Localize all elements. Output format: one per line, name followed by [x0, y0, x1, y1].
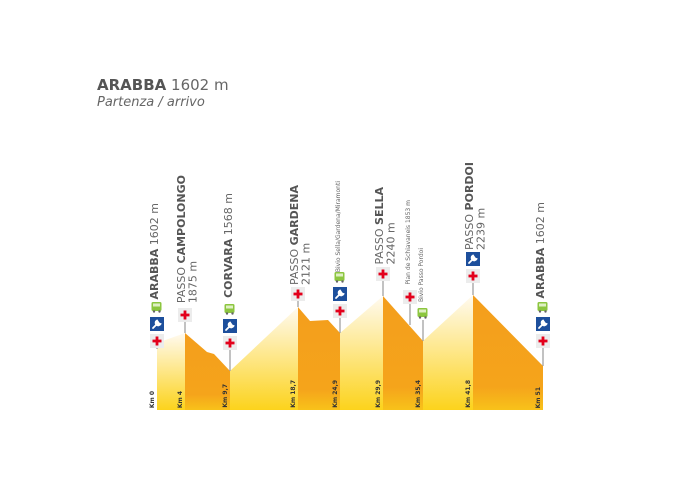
first-aid-icon: [150, 334, 164, 348]
descent-corvara: [185, 333, 230, 410]
place-label-pian-de-schiavaneis: Pian de Schiavaneis 1853 m: [405, 200, 412, 285]
bus-icon: [333, 270, 347, 284]
first-aid-icon: [333, 304, 347, 318]
km-label: Km 24,9: [332, 380, 339, 408]
km-label: Km 4: [177, 390, 184, 408]
first-aid-icon: [536, 334, 550, 348]
bus-icon: [416, 306, 430, 320]
first-aid-icon: [291, 287, 305, 301]
bus-icon: [536, 300, 550, 314]
wrench-service-icon: [150, 317, 164, 331]
descent-segments: [185, 295, 543, 410]
wrench-service-icon: [466, 252, 480, 266]
first-aid-icon: [376, 267, 390, 281]
place-label-pordoi: PASSO PORDOI 2239 m: [463, 161, 488, 250]
wrench-service-icon: [223, 319, 237, 333]
place-label-sella: PASSO SELLA 2240 m: [373, 187, 398, 265]
wrench-service-icon: [536, 317, 550, 331]
place-label-arabba-finish: ARABBA 1602 m: [534, 201, 547, 299]
ascent-campolongo: [157, 333, 185, 410]
first-aid-icon: [223, 336, 237, 350]
first-aid-icon: [403, 290, 417, 304]
ascent-segments: [157, 295, 473, 410]
start-finish-subtitle: Partenza / arrivo: [97, 95, 205, 110]
first-aid-icon: [466, 269, 480, 283]
wrench-service-icon: [333, 287, 347, 301]
first-aid-icon: [178, 308, 192, 322]
km-label: Km 51: [535, 386, 542, 408]
km-label: Km 9,7: [222, 384, 229, 408]
descent-arabba: [473, 295, 543, 410]
km-label: Km 35,4: [415, 380, 422, 408]
ascent-gardena: [230, 307, 298, 410]
km-label: Km 41,8: [465, 380, 472, 408]
town-elevation: 1602 m: [171, 76, 229, 94]
descent-bivio: [298, 307, 340, 410]
place-label-bivio-sella: Bivio Sella/Gardena/Miramonti: [335, 180, 342, 272]
place-label-bivio-pordoi: Bivio Passo Pordoi: [418, 247, 425, 302]
km-label: Km 0: [149, 390, 156, 408]
town-name: ARABBA: [97, 76, 167, 94]
descent-pordoi-bivio: [383, 296, 423, 410]
bus-icon: [150, 300, 164, 314]
km-label: Km 18,7: [290, 380, 297, 408]
place-label-campolongo: PASSO CAMPOLONGO 1875 m: [175, 174, 200, 303]
km-label: Km 29,9: [375, 380, 382, 408]
ascent-pordoi: [423, 295, 473, 410]
bus-icon: [223, 302, 237, 316]
place-label-gardena: PASSO GARDENA 2121 m: [288, 185, 313, 285]
place-label-corvara: CORVARA 1568 m: [222, 193, 235, 298]
ascent-sella: [340, 296, 383, 410]
start-finish-title: ARABBA 1602 m: [97, 76, 229, 94]
place-label-arabba-start: ARABBA 1602 m: [148, 202, 161, 300]
